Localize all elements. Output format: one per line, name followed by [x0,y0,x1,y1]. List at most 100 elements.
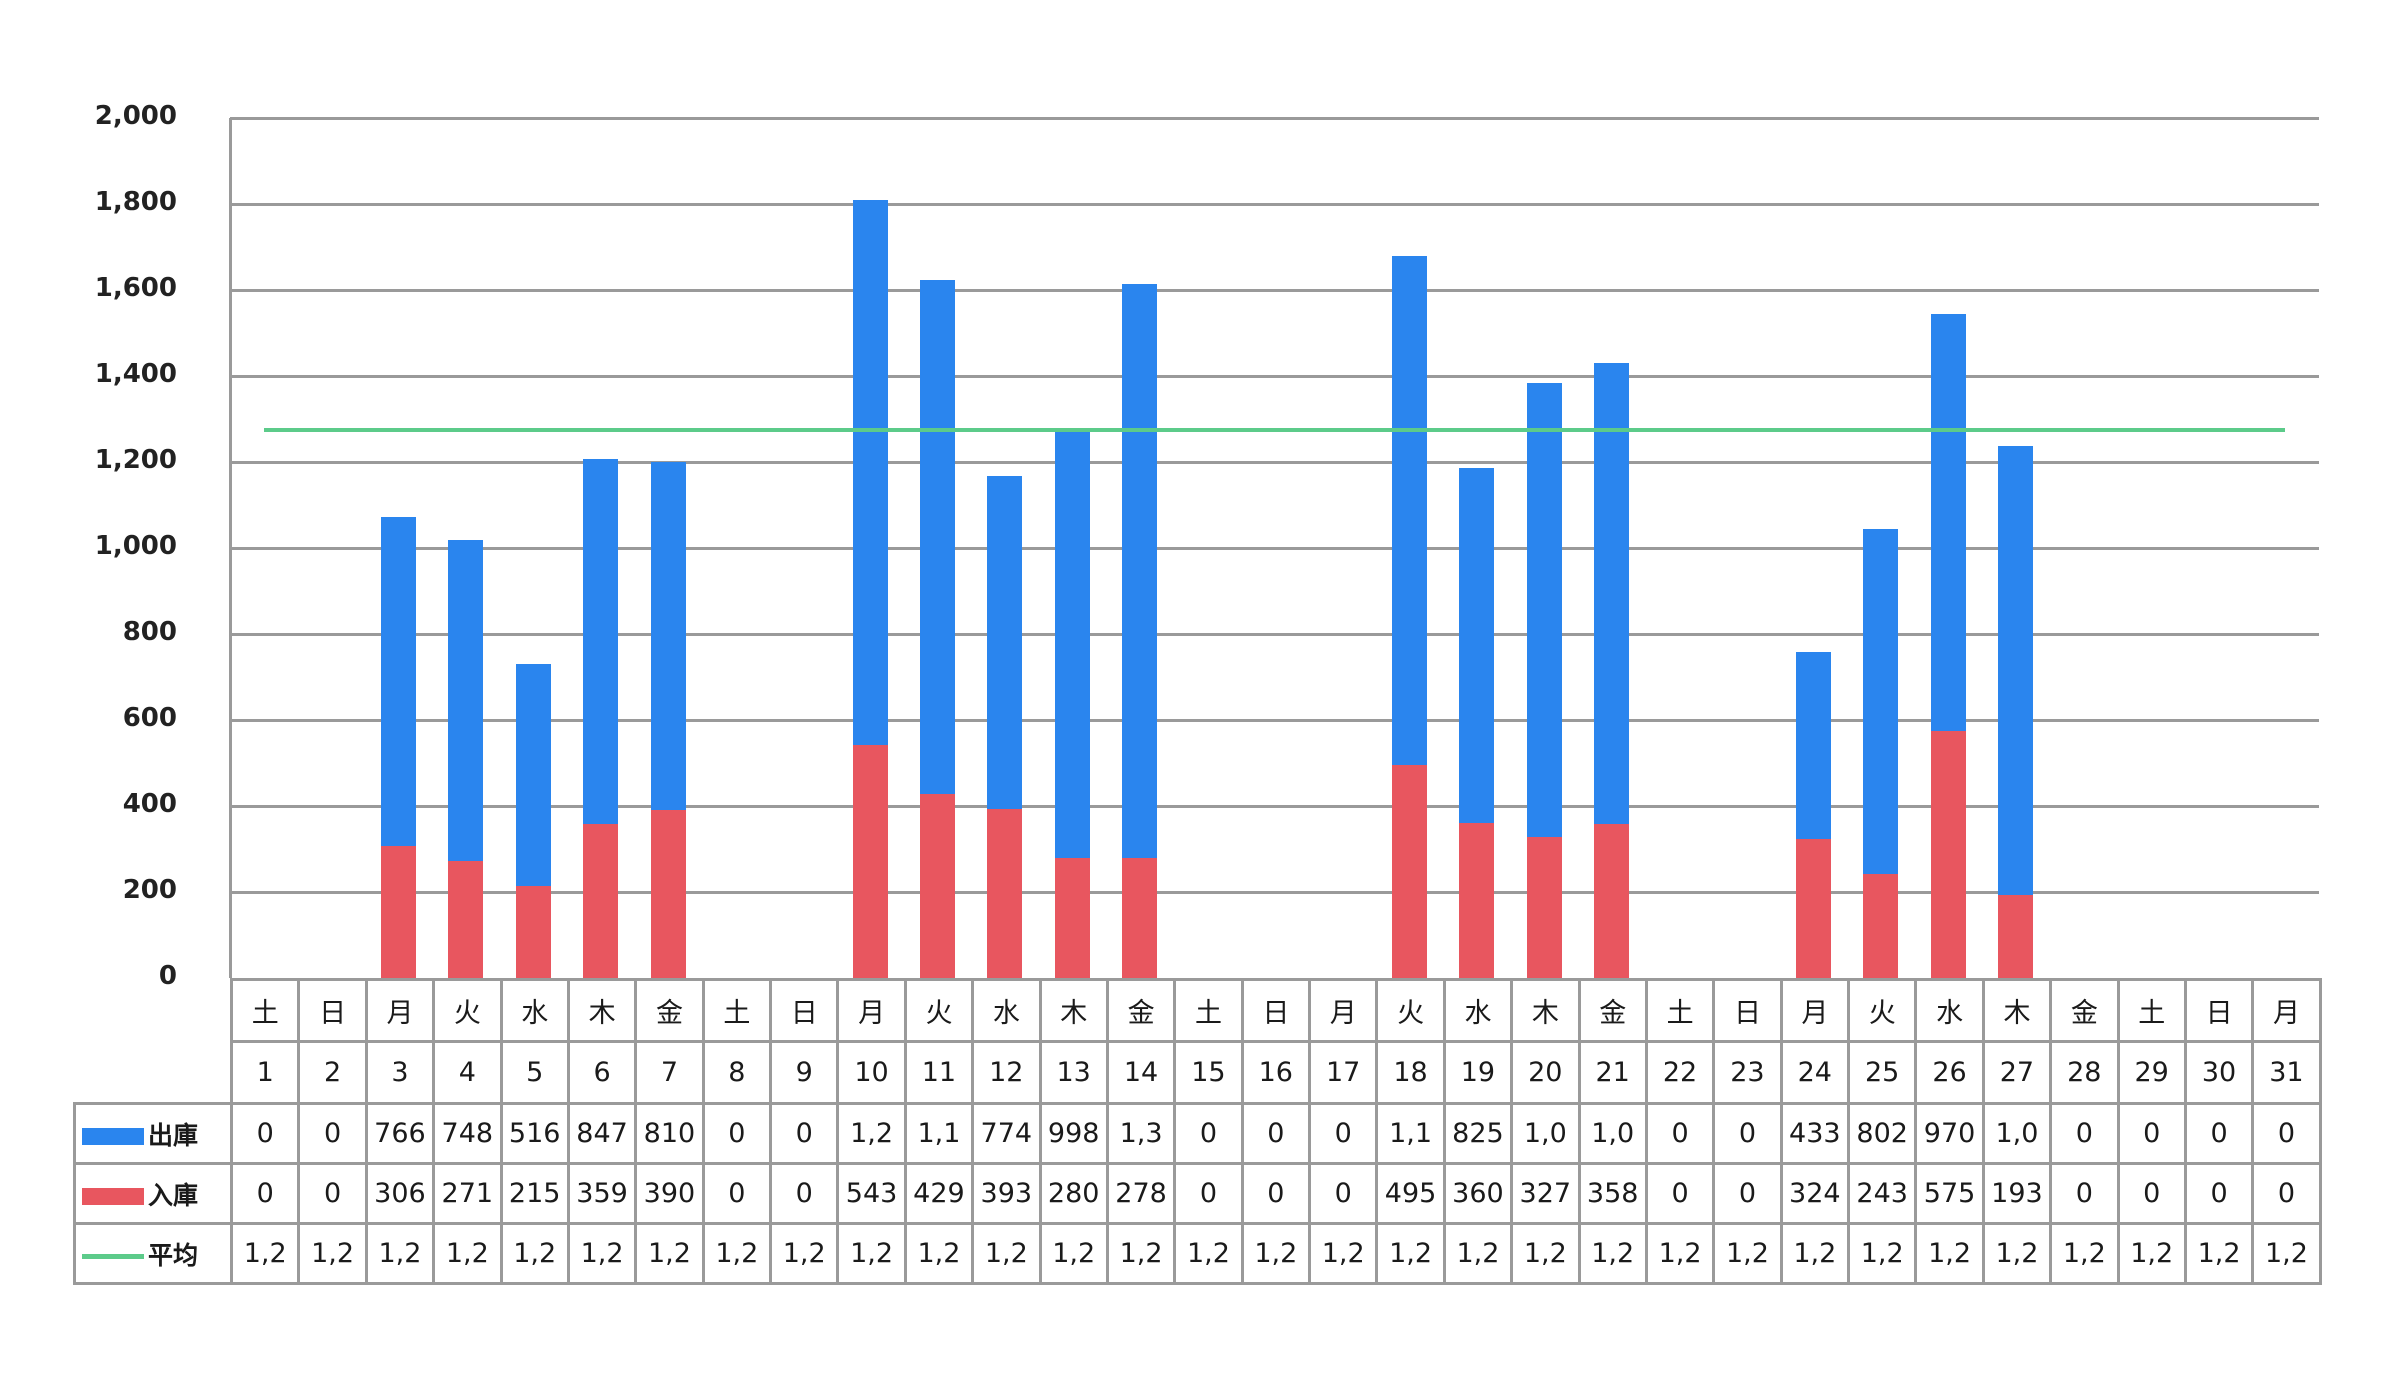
bar-shipping [1998,446,2034,895]
date-cell: 10 [836,1040,907,1105]
value-cell: 0 [229,1102,301,1165]
value-cell: 1,2 [1981,1222,2053,1285]
y-tick-label: 1,200 [94,445,177,475]
value-cell: 1,2 [1105,1222,1177,1285]
value-cell: 1,2 [1173,1222,1244,1285]
value-cell: 1,2 [836,1222,907,1285]
value-cell: 1,2 [1914,1222,1985,1285]
value-cell: 774 [971,1102,1042,1165]
date-cell: 13 [1038,1040,1109,1105]
gridline [230,719,2319,722]
bar-receiving [852,744,888,978]
bar-receiving [1593,824,1629,978]
gridline [230,633,2319,636]
value-cell: 1,2 [1712,1222,1783,1285]
value-cell: 390 [634,1162,705,1225]
value-cell: 575 [1914,1162,1985,1225]
weekday-cell: 水 [1442,978,1514,1043]
value-cell: 0 [1173,1102,1244,1165]
bar-shipping [1122,283,1158,859]
date-cell: 1 [229,1040,301,1105]
bar-receiving [650,810,686,978]
value-cell: 1,1 [903,1102,975,1165]
bar-receiving [380,846,416,978]
date-cell: 12 [971,1040,1042,1105]
weekday-cell: 土 [229,978,301,1043]
bar-receiving [1863,873,1899,978]
weekday-cell: 日 [297,978,368,1043]
value-cell: 1,2 [1307,1222,1379,1285]
bar-receiving [515,885,551,978]
weekday-cell: 木 [1510,978,1581,1043]
value-cell: 0 [1712,1102,1783,1165]
table-corner [75,1042,232,1104]
bar-receiving [448,861,484,978]
value-cell: 393 [971,1162,1042,1225]
value-cell: 1,2 [1442,1222,1514,1285]
date-cell: 30 [2183,1040,2255,1105]
date-row: 1 2 3 4 5 6 7 8 9 10 11 12 13 14 15 16 17 18 19 20 21 22 23 24 2… [75,1040,2322,1105]
date-cell: 31 [2251,1040,2322,1105]
value-cell: 0 [1240,1102,1312,1165]
weekday-cell: 月 [2251,978,2322,1043]
date-cell: 16 [1240,1040,1312,1105]
value-cell: 1,1 [1375,1102,1446,1165]
bar-shipping [1796,652,1832,839]
weekday-cell: 月 [1307,978,1379,1043]
value-cell: 1,2 [229,1222,301,1285]
value-cell: 825 [1442,1102,1514,1165]
date-cell: 23 [1712,1040,1783,1105]
date-cell: 26 [1914,1040,1985,1105]
bar-receiving [1391,765,1427,978]
value-cell: 324 [1779,1162,1851,1225]
bar-receiving [1930,730,1966,978]
bar-receiving [987,809,1023,978]
bar-shipping [1930,313,1966,731]
gridline [230,547,2319,550]
value-cell: 0 [297,1162,368,1225]
y-tick-label: 1,600 [94,273,177,303]
value-cell: 1,3 [1105,1102,1177,1165]
value-cell: 360 [1442,1162,1514,1225]
value-cell: 0 [1173,1162,1244,1225]
value-cell: 810 [634,1102,705,1165]
legend-receiving: 入庫 [73,1162,233,1225]
value-cell: 1,2 [499,1222,570,1285]
weekday-cell: 土 [1644,978,1716,1043]
weekday-cell: 土 [2116,978,2187,1043]
value-cell: 215 [499,1162,570,1225]
value-cell: 1,0 [1577,1102,1648,1165]
bar-shipping [1593,363,1629,825]
weekday-cell: 水 [971,978,1042,1043]
value-cell: 193 [1981,1162,2053,1225]
y-axis-line [229,118,232,978]
bar-shipping [1459,468,1495,824]
value-cell: 1,0 [1510,1102,1581,1165]
date-cell: 17 [1307,1040,1379,1105]
weekday-cell: 火 [903,978,975,1043]
table-row-shipping: 出庫 0 0 766 748 516 847 810 0 0 1,2 1,1 774 998 1,3 0 0 0 1… [73,1102,2322,1165]
bar-receiving [1459,823,1495,978]
date-cell: 3 [364,1040,436,1105]
value-cell: 998 [1038,1102,1109,1165]
bar-receiving [1998,895,2034,978]
value-cell: 1,2 [1240,1222,1312,1285]
weekday-cell: 日 [1240,978,1312,1043]
legend-label: 出庫 [148,1120,199,1150]
date-cell: 28 [2049,1040,2120,1105]
legend-shipping: 出庫 [73,1102,233,1165]
value-cell: 0 [768,1162,840,1225]
value-cell: 243 [1846,1162,1918,1225]
value-cell: 802 [1846,1102,1918,1165]
bar-receiving [583,823,619,978]
value-cell: 433 [1779,1102,1851,1165]
weekday-cell: 土 [701,978,773,1043]
value-cell: 0 [1644,1102,1716,1165]
gridline [230,117,2319,120]
value-cell: 359 [566,1162,638,1225]
value-cell: 0 [2116,1162,2187,1225]
date-cell: 21 [1577,1040,1648,1105]
gridline [230,203,2319,206]
y-tick-label: 0 [158,961,177,991]
